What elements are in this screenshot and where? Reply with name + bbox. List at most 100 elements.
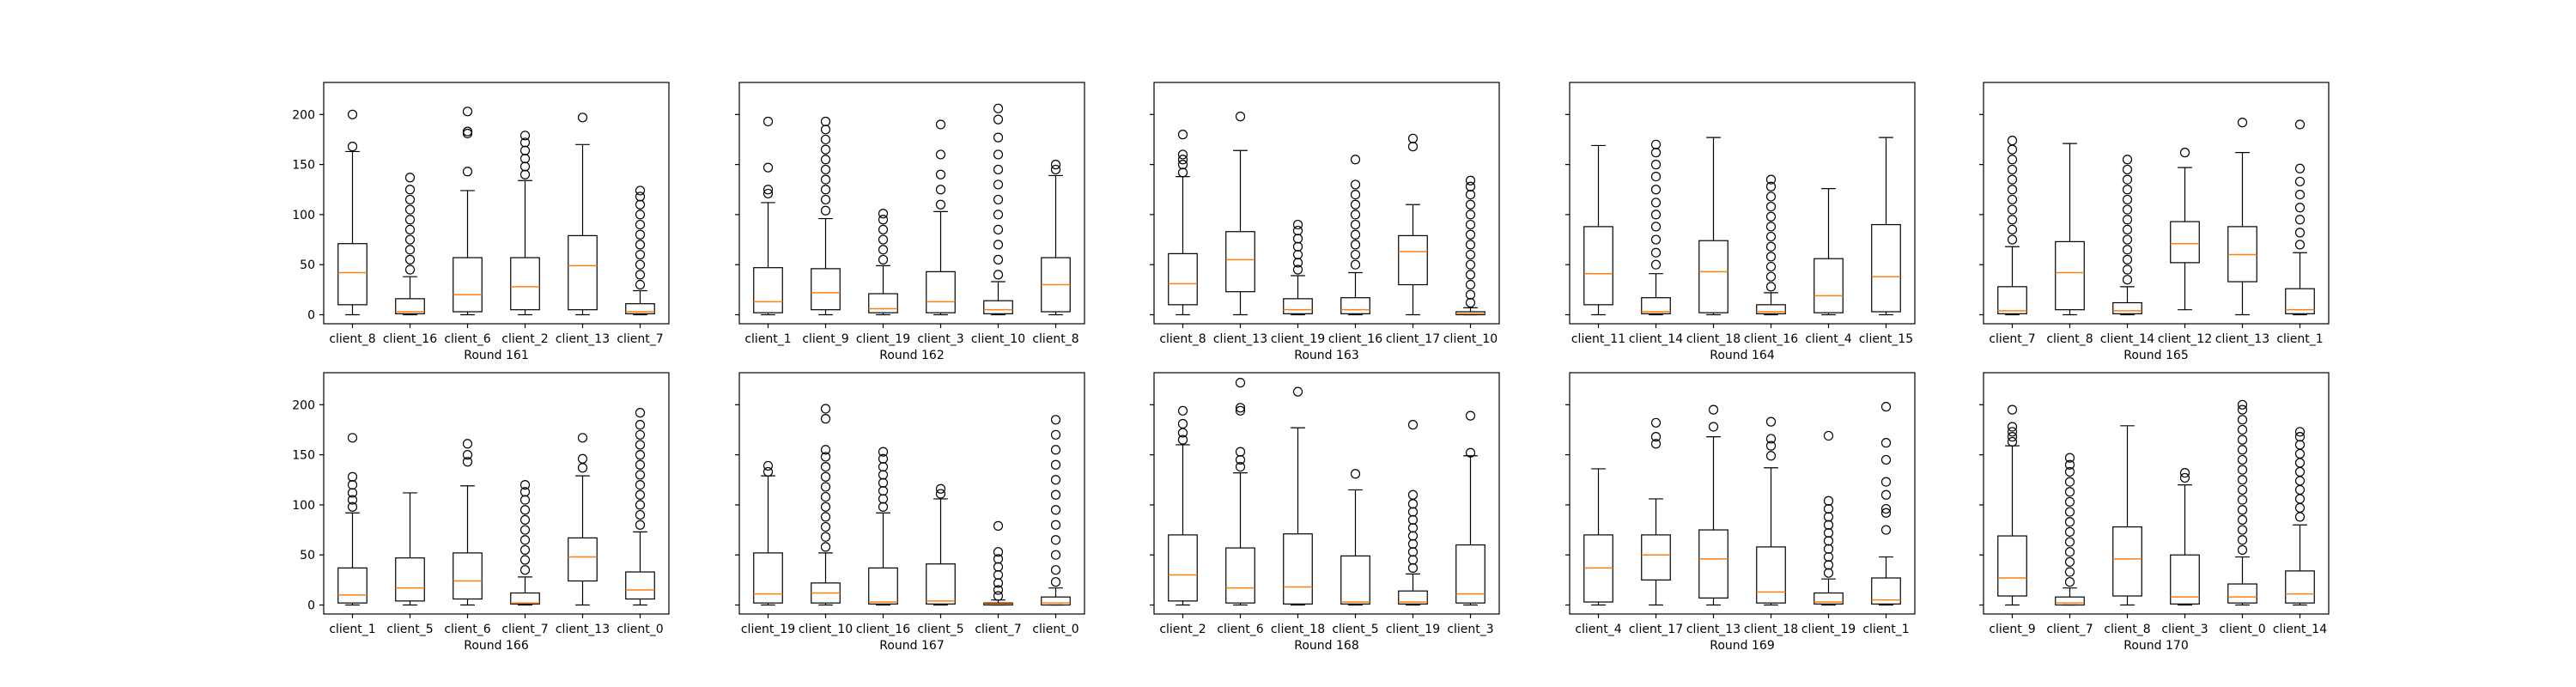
box-client-7: client_7: [1989, 136, 2036, 346]
box-client-19: client_19: [1271, 219, 1325, 346]
outlier-point: [1765, 211, 1777, 222]
outlier-point: [635, 259, 646, 270]
outlier-point: [1650, 185, 1662, 195]
x-tick-label: client_6: [1217, 623, 1263, 636]
outlier-point: [878, 470, 889, 480]
round-label: Round 167: [879, 639, 944, 653]
outlier-point: [2122, 174, 2133, 185]
iqr-box: [395, 557, 425, 602]
outlier-point: [993, 254, 1004, 264]
outlier-point: [1292, 386, 1303, 397]
iqr-box: [568, 234, 598, 311]
y-tick-label: 150: [292, 159, 315, 173]
outlier-point: [1465, 181, 1476, 192]
outlier-point: [820, 134, 831, 145]
outlier-point: [1650, 417, 1662, 428]
outlier-point: [404, 254, 416, 264]
outlier-point: [1465, 279, 1476, 290]
outlier-point: [1823, 527, 1834, 538]
outlier-point: [635, 270, 646, 280]
outlier-point: [878, 215, 889, 225]
outlier-point: [993, 578, 1004, 588]
outlier-point: [1823, 520, 1834, 530]
outlier-point: [993, 179, 1004, 190]
outlier-point: [2237, 484, 2248, 495]
outlier-point: [2007, 422, 2018, 432]
x-tick-label: client_10: [971, 332, 1025, 346]
box-client-19: client_19: [856, 209, 910, 346]
outlier-point: [635, 450, 646, 460]
outlier-point: [347, 142, 358, 152]
outlier-point: [1465, 210, 1476, 220]
outlier-point: [1407, 499, 1419, 509]
outlier-point: [1050, 505, 1061, 515]
outlier-point: [1177, 160, 1188, 170]
outlier-point: [1765, 252, 1777, 262]
outlier-point: [1765, 174, 1777, 185]
outlier-point: [1350, 210, 1361, 220]
axes-frame: [323, 372, 670, 615]
outlier-point: [2294, 228, 2306, 238]
outlier-point: [519, 487, 531, 497]
outlier-point: [1650, 160, 1662, 170]
outlier-point: [2237, 404, 2248, 415]
outlier-point: [404, 185, 416, 195]
outlier-point: [1765, 416, 1777, 427]
x-tick-label: client_7: [975, 623, 1021, 636]
iqr-box: [1871, 223, 1901, 313]
outlier-point: [1765, 192, 1777, 202]
outlier-point: [2237, 465, 2248, 475]
outlier-point: [993, 591, 1004, 601]
outlier-point: [519, 169, 531, 179]
outlier-point: [1465, 189, 1476, 200]
outlier-point: [1235, 447, 1246, 457]
outlier-point: [462, 439, 473, 449]
outlier-point: [1292, 225, 1303, 236]
outlier-point: [635, 489, 646, 500]
outlier-point: [2294, 189, 2306, 200]
outlier-point: [1465, 297, 1476, 308]
outlier-point: [1465, 447, 1476, 458]
outlier-point: [1407, 562, 1419, 573]
x-tick-label: client_16: [1328, 332, 1382, 346]
outlier-point: [635, 440, 646, 450]
outlier-point: [1765, 181, 1777, 192]
outlier-point: [635, 219, 646, 230]
box-client-18: client_18: [1744, 416, 1798, 636]
outlier-point: [1292, 219, 1303, 230]
outlier-point: [1823, 568, 1834, 578]
x-tick-label: client_18: [1686, 332, 1741, 346]
outlier-point: [820, 491, 831, 502]
outlier-point: [2122, 185, 2133, 195]
outlier-point: [2237, 118, 2248, 128]
outlier-point: [1292, 241, 1303, 252]
x-tick-label: client_1: [2276, 332, 2323, 346]
iqr-box: [1283, 298, 1313, 314]
box-client-2: client_2: [501, 131, 549, 346]
outlier-point: [2064, 556, 2075, 567]
iqr-box: [753, 552, 783, 604]
outlier-point: [2179, 472, 2190, 483]
box-client-3: client_3: [917, 119, 964, 346]
outlier-point: [935, 489, 946, 499]
x-tick-label: client_4: [1805, 332, 1851, 346]
x-tick-label: client_3: [917, 332, 963, 346]
outlier-point: [519, 555, 531, 565]
outlier-point: [820, 471, 831, 482]
box-client-19: client_19: [1801, 430, 1856, 636]
outlier-point: [1235, 112, 1246, 122]
outlier-point: [1823, 512, 1834, 522]
outlier-point: [1407, 531, 1419, 541]
outlier-point: [2007, 432, 2018, 442]
outlier-point: [993, 554, 1004, 564]
iqr-box: [1997, 286, 2027, 314]
outlier-point: [2064, 526, 2075, 537]
outlier-point: [462, 106, 473, 117]
outlier-point: [878, 462, 889, 472]
outlier-point: [1765, 271, 1777, 282]
outlier-point: [1177, 167, 1188, 178]
x-tick-label: client_19: [1271, 332, 1325, 346]
y-tick-label: 150: [292, 449, 315, 463]
box-client-1: client_1: [329, 433, 376, 636]
box-client-4: client_4: [1805, 187, 1852, 346]
